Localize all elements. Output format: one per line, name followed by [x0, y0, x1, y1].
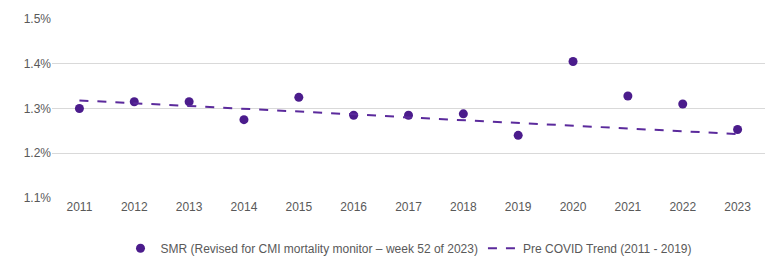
svg-text:2016: 2016 [340, 200, 367, 214]
svg-text:1.4%: 1.4% [24, 57, 52, 71]
svg-text:2011: 2011 [67, 200, 93, 214]
svg-text:2019: 2019 [505, 200, 532, 214]
svg-text:1.2%: 1.2% [24, 146, 52, 160]
svg-text:2021: 2021 [615, 200, 642, 214]
svg-text:1.1%: 1.1% [24, 191, 52, 205]
svg-text:2014: 2014 [231, 200, 258, 214]
svg-text:Pre COVID Trend (2011 - 2019): Pre COVID Trend (2011 - 2019) [523, 242, 692, 256]
svg-text:1.5%: 1.5% [24, 12, 52, 26]
svg-text:2015: 2015 [285, 200, 312, 214]
svg-text:2017: 2017 [395, 200, 422, 214]
svg-text:2022: 2022 [669, 200, 696, 214]
svg-text:2012: 2012 [121, 200, 148, 214]
svg-text:SMR (Revised for CMI mortality: SMR (Revised for CMI mortality monitor –… [161, 242, 478, 256]
svg-text:2013: 2013 [176, 200, 203, 214]
svg-text:2023: 2023 [724, 200, 751, 214]
svg-text:2018: 2018 [450, 200, 477, 214]
svg-text:1.3%: 1.3% [24, 102, 52, 116]
svg-text:2020: 2020 [560, 200, 587, 214]
